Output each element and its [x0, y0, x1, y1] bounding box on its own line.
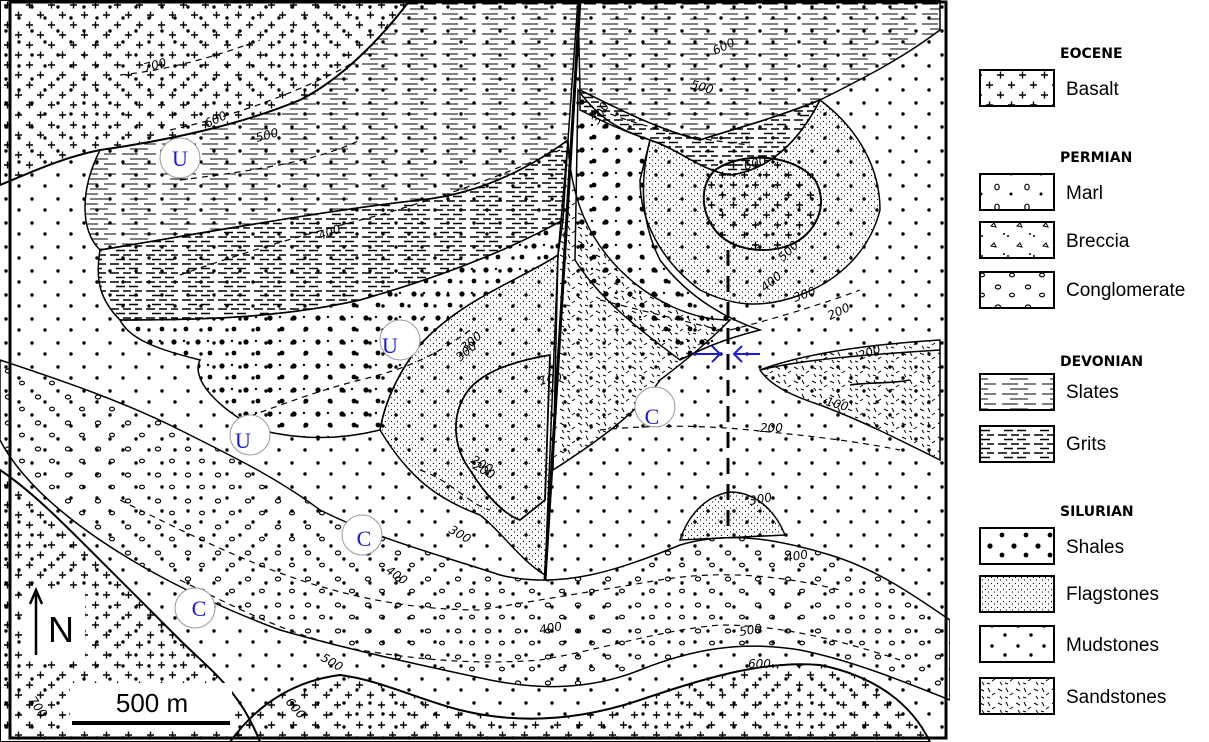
legend-era-devonian: DEVONIAN [1060, 354, 1143, 370]
basalt-south [228, 663, 932, 742]
legend-swatch-breccia [979, 221, 1055, 259]
svg-text:U: U [172, 146, 188, 171]
north-label: N [48, 609, 74, 650]
fault-line [543, 0, 582, 581]
legend-swatch-flagstones [979, 575, 1055, 613]
contour-label: 500 [254, 125, 280, 145]
contour-label: 500 [689, 77, 715, 97]
legend-swatch-marl [979, 173, 1055, 211]
contour-label: 100 [538, 370, 563, 388]
structure-markers: U U U C C C [159, 137, 676, 629]
marker-unconformity: U [379, 319, 421, 361]
legend-swatch-sandstones [979, 677, 1055, 715]
legend-swatch-conglomerate [979, 271, 1055, 309]
shales-east-patch [574, 87, 763, 361]
svg-text:C: C [357, 526, 372, 551]
legend-label-basalt: Basalt [1066, 79, 1120, 100]
scale-label: 500 m [116, 688, 188, 718]
map-frame [8, 0, 948, 740]
contour-label: 400 [538, 619, 563, 637]
legend-swatch-mudstones [979, 625, 1055, 663]
syncline-arrows [694, 345, 760, 363]
geological-map: 700 600 500 400 300 200 100 100 200 300 … [0, 0, 950, 742]
mudstone-inlier [455, 353, 551, 522]
legend-label-mudstones: Mudstones [1066, 635, 1159, 656]
contour-label: 500 [738, 621, 763, 639]
legend-era-silurian: SILURIAN [1060, 504, 1134, 520]
contour-label: 600 [748, 657, 771, 671]
scale-bar: 500 m [70, 683, 232, 729]
legend-label-flagstones: Flagstones [1066, 584, 1159, 605]
marker-conformity: C [341, 514, 383, 556]
contour-label: 300 [748, 490, 773, 508]
conglomerate-south-band [0, 359, 950, 701]
legend-swatch-basalt [979, 69, 1055, 107]
basalt-outlier [702, 156, 822, 251]
legend-swatch-shales [979, 527, 1055, 565]
contour-lines [119, 19, 901, 663]
contour-label: 600 [742, 153, 768, 173]
legend-label-shales: Shales [1066, 537, 1124, 558]
legend-label-grits: Grits [1066, 434, 1106, 455]
legend-swatch-slates [979, 373, 1055, 411]
legend-label-marl: Marl [1066, 183, 1103, 204]
river [759, 349, 941, 386]
legend-label-conglomerate: Conglomerate [1066, 280, 1185, 301]
marker-unconformity: U [159, 137, 201, 179]
svg-text:C: C [645, 404, 660, 429]
contour-label: 700 [142, 55, 168, 75]
legend-label-sandstones: Sandstones [1066, 687, 1166, 708]
sandstones-right [758, 339, 941, 462]
svg-text:C: C [192, 596, 207, 621]
svg-text:U: U [235, 428, 251, 453]
contour-label: 400 [784, 547, 809, 565]
legend: EOCENE Basalt PERMIAN Marl Breccia Congl… [979, 46, 1185, 715]
marker-conformity: C [174, 587, 216, 629]
legend-label-slates: Slates [1066, 382, 1119, 403]
flagstones-south-wedge [678, 491, 787, 541]
basalt-southwest [0, 468, 262, 742]
legend-era-permian: PERMIAN [1060, 150, 1132, 166]
contour-label: 100 [824, 394, 850, 414]
north-arrow: N [25, 586, 85, 660]
legend-label-breccia: Breccia [1066, 231, 1130, 252]
legend-era-eocene: EOCENE [1060, 46, 1123, 62]
contour-label: 200 [760, 421, 783, 435]
marker-unconformity: U [229, 414, 271, 456]
marker-conformity: C [634, 386, 676, 429]
legend-swatch-grits [979, 425, 1055, 463]
svg-text:U: U [382, 333, 398, 358]
